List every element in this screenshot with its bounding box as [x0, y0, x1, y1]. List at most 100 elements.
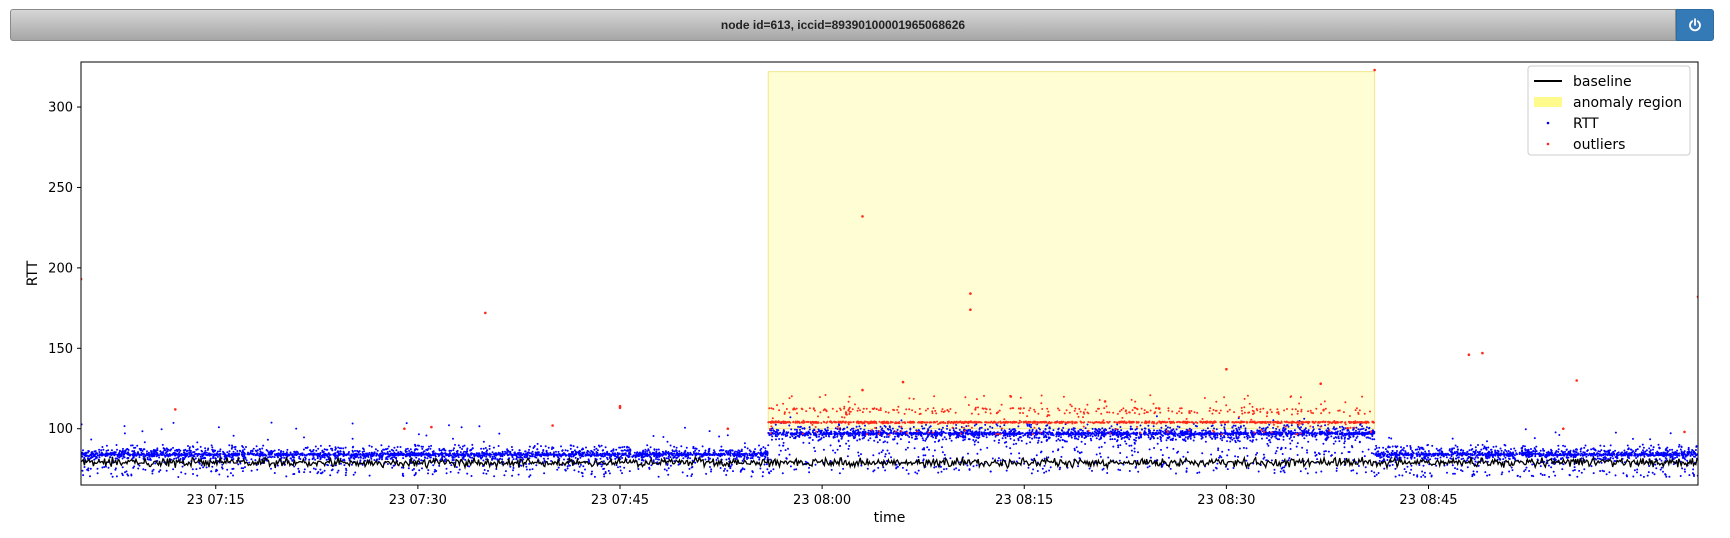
rtt-point [1315, 434, 1318, 437]
rtt-point [663, 468, 666, 471]
rtt-point [968, 468, 971, 471]
rtt-point [883, 424, 886, 427]
rtt-point [606, 452, 609, 455]
rtt-point [1237, 439, 1240, 442]
rtt-point [280, 456, 283, 459]
rtt-point [246, 453, 249, 456]
rtt-point [696, 453, 699, 456]
rtt-point [146, 456, 149, 459]
rtt-point [593, 448, 596, 451]
rtt-point [94, 457, 97, 460]
rtt-point [926, 446, 929, 449]
rtt-point [1120, 438, 1123, 440]
rtt-point [401, 474, 404, 477]
rtt-point [1204, 435, 1207, 438]
rtt-point [633, 451, 636, 454]
rtt-point [814, 463, 817, 466]
rtt-point [173, 453, 176, 456]
rtt-point [923, 427, 926, 430]
rtt-point [1186, 437, 1189, 440]
rtt-point [880, 451, 883, 454]
rtt-point [1342, 426, 1345, 429]
rtt-point [343, 459, 346, 462]
rtt-point [172, 468, 175, 471]
rtt-point [426, 454, 429, 457]
rtt-point [1011, 428, 1014, 431]
rtt-point [1264, 428, 1267, 431]
rtt-point [764, 453, 767, 456]
rtt-point [1219, 435, 1222, 438]
rtt-point [585, 446, 587, 449]
rtt-point [923, 447, 925, 450]
rtt-point [688, 453, 691, 456]
rtt-point [829, 444, 832, 447]
rtt-point [1017, 439, 1020, 442]
rtt-point [518, 451, 521, 454]
rtt-point [1095, 453, 1098, 456]
rtt-point [507, 450, 510, 453]
rtt-point [888, 452, 891, 455]
rtt-point [1129, 428, 1132, 431]
rtt-point [825, 435, 828, 437]
rtt-point [608, 452, 611, 455]
rtt-point [116, 448, 118, 451]
rtt-point [528, 445, 531, 448]
rtt-point [82, 474, 85, 477]
rtt-point [588, 460, 590, 463]
rtt-point [1275, 427, 1278, 430]
rtt-point [281, 453, 284, 456]
rtt-point [312, 467, 315, 470]
rtt-point [382, 453, 384, 456]
rtt-point [395, 454, 398, 456]
rtt-point [1247, 434, 1250, 437]
rtt-point [1361, 425, 1363, 428]
rtt-point [1060, 455, 1063, 458]
rtt-point [344, 453, 347, 456]
rtt-point [775, 431, 777, 433]
rtt-point [712, 452, 715, 455]
rtt-point [1359, 423, 1362, 426]
rtt-point [598, 454, 601, 456]
rtt-point [520, 456, 523, 459]
rtt-point [518, 456, 521, 459]
rtt-point [1159, 429, 1162, 432]
rtt-point [1274, 452, 1277, 455]
rtt-point [1278, 429, 1281, 431]
rtt-point [1340, 452, 1343, 455]
rtt-point [721, 449, 723, 452]
rtt-point [351, 453, 354, 456]
rtt-point [416, 448, 419, 451]
rtt-point [522, 452, 525, 455]
rtt-point [640, 456, 643, 459]
rtt-point [1113, 438, 1116, 441]
rtt-point [658, 458, 660, 461]
rtt-point [726, 434, 729, 437]
rtt-point [1330, 454, 1333, 457]
rtt-point [337, 446, 340, 449]
rtt-point [96, 467, 99, 470]
rtt-point [172, 446, 174, 449]
rtt-point [412, 452, 415, 455]
rtt-point [1281, 459, 1284, 462]
rtt-point [808, 471, 811, 474]
rtt-point [1039, 428, 1041, 431]
rtt-point [115, 475, 118, 478]
rtt-point [414, 453, 417, 456]
rtt-point [1357, 465, 1360, 467]
rtt-point [362, 457, 365, 460]
rtt-point [447, 453, 450, 456]
rtt-point [1265, 459, 1268, 462]
rtt-point [445, 472, 448, 475]
rtt-point [177, 476, 180, 478]
rtt-point [1232, 467, 1235, 469]
rtt-point [1279, 470, 1282, 473]
rtt-point [323, 456, 326, 459]
rtt-point [359, 459, 362, 462]
rtt-point [758, 444, 760, 447]
rtt-point [193, 455, 196, 458]
power-button[interactable] [1676, 9, 1714, 41]
rtt-point [98, 456, 101, 459]
rtt-point [784, 449, 787, 452]
rtt-point [491, 455, 494, 458]
rtt-point [285, 475, 288, 478]
